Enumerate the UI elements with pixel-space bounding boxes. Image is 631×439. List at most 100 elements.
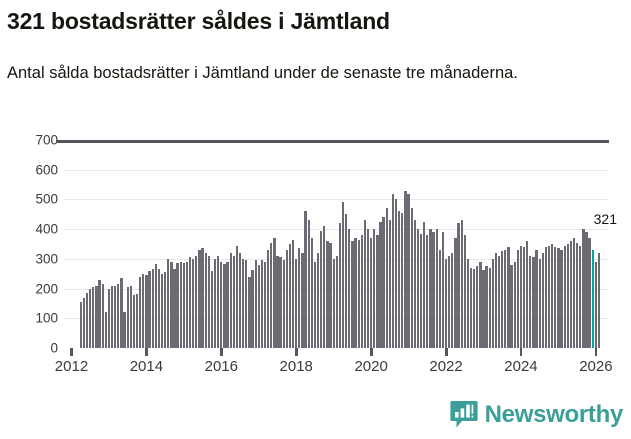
bar <box>472 269 476 348</box>
bar <box>107 288 111 348</box>
bar <box>210 270 214 348</box>
x-tick <box>445 348 448 356</box>
bar <box>369 238 373 348</box>
bar <box>435 229 438 348</box>
bar-chart: 0 100 200 300 400 500 600 700 2012 2014 2016 2018 2… <box>0 133 631 390</box>
bar <box>263 261 267 348</box>
bar <box>338 223 342 348</box>
bar <box>541 252 544 348</box>
y-tick-label: 400 <box>35 221 58 237</box>
bar <box>135 293 139 348</box>
bar <box>419 233 423 348</box>
bar <box>360 235 363 348</box>
bar <box>323 226 326 348</box>
bar <box>285 249 288 348</box>
bar <box>154 263 157 348</box>
bar <box>569 241 573 348</box>
bar-chart-speech-bubble-icon <box>450 401 478 428</box>
bar <box>560 249 563 348</box>
bar <box>260 260 264 348</box>
bar <box>138 276 142 348</box>
bar <box>538 258 541 348</box>
bar <box>476 266 479 348</box>
x-tick-label: 2026 <box>579 358 613 375</box>
bar <box>198 249 201 348</box>
bar <box>444 258 448 348</box>
bar <box>451 252 454 348</box>
bar <box>179 261 182 348</box>
x-tick <box>370 348 373 356</box>
bar <box>223 264 226 348</box>
y-tick-label: 700 <box>35 132 58 148</box>
bar <box>423 221 426 348</box>
bar <box>114 285 117 348</box>
gridline <box>64 169 609 171</box>
bar <box>117 284 120 348</box>
bar <box>157 269 161 348</box>
bar <box>101 284 104 348</box>
bar <box>597 252 601 348</box>
bar <box>248 276 251 348</box>
bar <box>301 252 304 348</box>
bar <box>401 212 404 348</box>
bar <box>251 270 254 348</box>
bar <box>151 269 154 348</box>
newsworthy-logo[interactable]: Newsworthy <box>450 400 623 430</box>
page-subtitle: Antal sålda bostadsrätter i Jämtland und… <box>7 64 518 82</box>
bar <box>170 261 173 348</box>
bar <box>438 249 441 348</box>
bar <box>448 255 451 348</box>
bar <box>588 238 591 348</box>
bar <box>391 193 395 348</box>
bar <box>463 235 466 348</box>
bar <box>188 257 192 348</box>
bar <box>494 252 498 348</box>
bar <box>266 249 270 348</box>
bar <box>132 294 136 348</box>
bar <box>594 261 598 348</box>
bar <box>469 267 473 348</box>
bar <box>441 232 445 348</box>
bar <box>257 264 260 348</box>
bar <box>92 287 95 348</box>
gridline <box>64 229 609 231</box>
bar <box>507 246 510 348</box>
x-tick <box>145 348 148 356</box>
bar <box>388 220 392 348</box>
y-tick-label: 500 <box>35 191 58 207</box>
bar <box>79 301 82 348</box>
bar <box>516 249 519 348</box>
bar <box>513 261 516 348</box>
bar <box>173 269 176 348</box>
bar <box>488 267 491 348</box>
bar-highlighted <box>591 249 594 348</box>
bar <box>566 244 569 348</box>
bar <box>195 255 198 348</box>
bar <box>310 238 313 348</box>
x-tick-label: 2016 <box>204 358 238 375</box>
bar <box>404 190 407 348</box>
bar <box>254 260 257 348</box>
bar <box>82 297 86 348</box>
bar <box>482 270 485 348</box>
bar <box>273 238 276 348</box>
bar <box>291 239 295 348</box>
bar <box>557 248 560 348</box>
bar <box>547 245 551 348</box>
bar <box>373 229 376 348</box>
highlight-value-label: 321 <box>593 210 617 227</box>
bar <box>426 235 429 348</box>
x-tick-label: 2020 <box>354 358 388 375</box>
bar <box>510 264 513 348</box>
x-tick-label: 2018 <box>279 358 313 375</box>
bar <box>345 214 348 348</box>
bar-series <box>64 140 609 348</box>
newsworthy-wordmark: Newsworthy <box>484 401 624 428</box>
y-tick-label: 200 <box>35 280 58 296</box>
bar <box>382 217 385 348</box>
bar <box>398 211 401 348</box>
bar <box>89 288 92 348</box>
bar <box>120 278 123 348</box>
bar <box>363 220 367 348</box>
bar <box>185 261 189 348</box>
